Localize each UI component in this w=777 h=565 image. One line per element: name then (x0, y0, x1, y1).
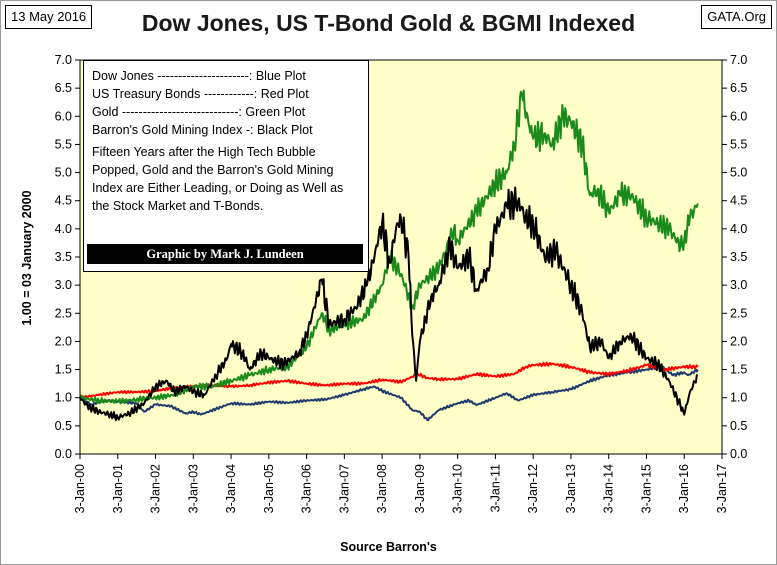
x-tick-label: 3-Jan-00 (73, 464, 87, 513)
y-tick-label-left: 2.5 (55, 306, 72, 320)
x-tick-label: 3-Jan-07 (337, 464, 351, 513)
legend-box: Dow Jones ----------------------: Blue P… (83, 60, 369, 272)
y-tick-label-right: 2.5 (730, 306, 747, 320)
y-tick-label-left: 6.0 (55, 109, 72, 123)
x-tick-label: 3-Jan-13 (564, 464, 578, 513)
legend-note: Fifteen Years after the High Tech Bubble… (92, 145, 344, 213)
x-tick-label: 3-Jan-10 (451, 464, 465, 513)
y-tick-label-right: 4.5 (730, 194, 747, 208)
y-tick-label-right: 0.0 (730, 447, 747, 461)
x-tick-label: 3-Jan-17 (715, 464, 729, 513)
x-tick-label: 3-Jan-11 (488, 464, 502, 512)
x-tick-label: 3-Jan-12 (526, 464, 540, 513)
y-tick-label-left: 0.0 (55, 447, 72, 461)
x-tick-label: 3-Jan-16 (677, 464, 691, 513)
y-tick-label-right: 1.5 (730, 363, 747, 377)
y-tick-label-right: 5.0 (730, 166, 747, 180)
y-tick-label-left: 1.0 (55, 391, 72, 405)
y-tick-label-left: 3.5 (55, 250, 72, 264)
x-axis-label: Source Barron's (340, 540, 437, 554)
legend-row-bgmi: Barron's Gold Mining Index -: Black Plot (92, 123, 313, 137)
legend-row-dow: Dow Jones ----------------------: Blue P… (92, 69, 306, 83)
x-tick-label: 3-Jan-15 (639, 464, 653, 513)
series-line-dow-jones (79, 364, 699, 422)
plot-border (79, 59, 723, 455)
x-tick-label: 3-Jan-04 (224, 464, 238, 513)
x-tick-label: 3-Jan-06 (300, 464, 314, 513)
series-layer (79, 89, 699, 422)
y-tick-label-left: 1.5 (55, 363, 72, 377)
y-tick-label-left: 2.0 (55, 334, 72, 348)
x-tick-label: 3-Jan-03 (186, 464, 200, 513)
y-tick-label-right: 0.5 (730, 419, 747, 433)
y-tick-label-left: 4.5 (55, 194, 72, 208)
x-tick-label: 3-Jan-05 (262, 464, 276, 513)
y-tick-label-right: 6.5 (730, 81, 747, 95)
x-tick-label: 3-Jan-08 (375, 464, 389, 513)
source-site-label: GATA.Org (701, 5, 772, 29)
legend-row-gold: Gold ----------------------------: Green… (92, 105, 306, 119)
series-line-barron-s-gold-mining-index (79, 186, 698, 422)
credit-banner: Graphic by Mark J. Lundeen (87, 244, 363, 264)
y-tick-label-left: 0.5 (55, 419, 72, 433)
y-tick-label-left: 7.0 (55, 53, 72, 67)
date-label: 13 May 2016 (5, 5, 93, 29)
y-tick-label-left: 3.0 (55, 278, 72, 292)
legend-row-tbond: US Treasury Bonds ------------: Red Plot (92, 87, 309, 101)
x-tick-label: 3-Jan-02 (149, 464, 163, 513)
y-tick-label-right: 5.5 (730, 137, 747, 151)
chart-title: Dow Jones, US T-Bond Gold & BGMI Indexed (141, 10, 636, 36)
x-tick-label: 3-Jan-09 (413, 464, 427, 513)
y-tick-label-left: 6.5 (55, 81, 72, 95)
y-tick-label-left: 4.0 (55, 222, 72, 236)
y-axis-label: 1.00 = 03 January 2000 (20, 190, 34, 326)
y-tick-label-right: 6.0 (730, 109, 747, 123)
axis-layer: 0.0 0.0 0.5 0.5 1.0 1.0 1.5 1.5 2.0 2.0 2.5 2.5 3.0 3… (55, 53, 748, 513)
y-tick-label-right: 3.5 (730, 250, 747, 264)
y-tick-label-left: 5.5 (55, 137, 72, 151)
y-tick-label-right: 4.0 (730, 222, 747, 236)
y-tick-label-right: 1.0 (730, 391, 747, 405)
x-tick-label: 3-Jan-14 (602, 464, 616, 513)
y-tick-label-right: 2.0 (730, 334, 747, 348)
y-tick-label-right: 3.0 (730, 278, 747, 292)
y-tick-label-right: 7.0 (730, 53, 747, 67)
y-tick-label-left: 5.0 (55, 166, 72, 180)
x-tick-label: 3-Jan-01 (111, 464, 125, 513)
